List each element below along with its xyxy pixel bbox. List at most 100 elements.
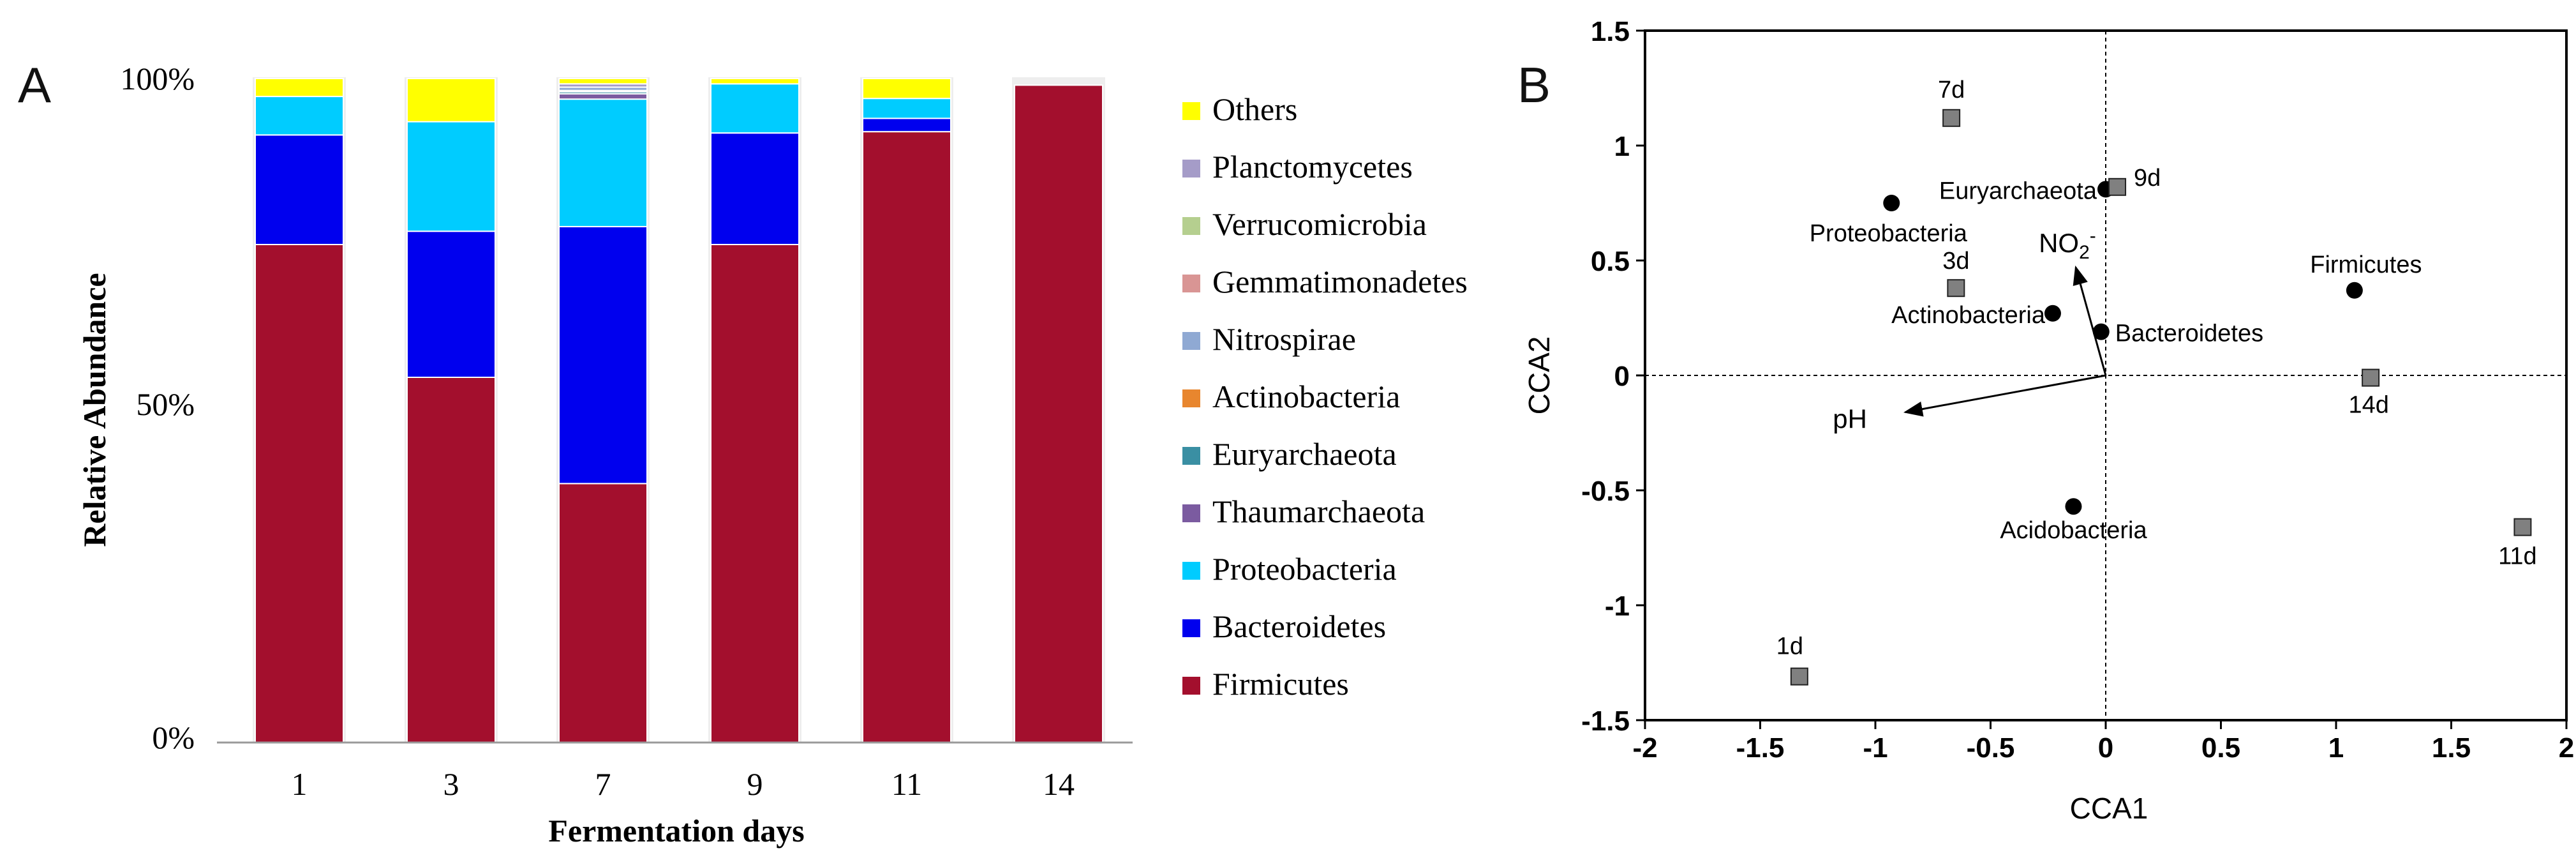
x-tick-label-b: 1 [2328,732,2344,764]
legend-swatch-thaumarchaeota [1182,504,1200,522]
species-point-firmicutes [2346,282,2363,299]
bar-segment-bacteroidetes-3 [406,230,496,379]
panel-a-letter: A [18,57,51,113]
y-tick-label-50: 50% [136,386,195,422]
sample-point-7d [1942,109,1961,127]
legend-label-actinobacteria: Actinobacteria [1212,379,1400,414]
y-tick-labels-a: 0% 50% 100% [120,61,195,755]
x-tick-labels-a: 1 3 7 9 11 14 [292,766,1075,802]
legend-label-euryarchaeota: Euryarchaeota [1212,436,1397,472]
species-label-proteobacteria: Proteobacteria [1810,220,1968,247]
bar-segment-bacteroidetes-1 [255,134,344,245]
bar-segment-proteobacteria-11 [862,98,951,119]
y-tick-label-b: 0.5 [1591,246,1630,277]
legend-label-gemmatimonadetes: Gemmatimonadetes [1212,264,1468,299]
bar-segment-firmicutes-1 [255,244,344,743]
y-tick-label-0: 0% [152,720,195,755]
legend-swatch-actinobacteria [1182,389,1200,407]
species-label-actinobacteria: Actinobacteria [1891,302,2046,329]
panel-a: A Relative Abundance 0% 50% 100% 1 3 7 9 11 1… [18,57,1468,849]
bar-segment-others-11 [862,78,951,100]
x-tick-label-b: -1 [1863,732,1887,764]
bar-segment-bacteroidetes-11 [862,117,951,133]
y-tick-label-b: -1.5 [1581,705,1630,737]
legend-swatch-gemmatimonadetes [1182,275,1200,292]
x-tick-label-b: -0.5 [1967,732,2015,764]
bar-segment-others-3 [406,78,496,123]
x-tick-label-7: 7 [595,766,611,802]
legend-label-firmicutes: Firmicutes [1212,666,1349,702]
x-tick-label-11: 11 [891,766,922,802]
species-label-euryarchaeota: Euryarchaeota [1939,177,2097,204]
vector-arrow-ph [1903,374,2106,417]
sample-label-9d: 9d [2134,165,2161,192]
x-tick-label-b: 0 [2098,732,2113,764]
sample-label-14d: 14d [2348,392,2388,419]
panel-b: B -2 -1.5 -1 -0.5 0 0.5 1 1.5 2-1.5-1-0.500.511.… [1517,16,2574,825]
bar-segment-others-9 [710,78,800,85]
species-label-firmicutes: Firmicutes [2310,252,2422,278]
y-tick-label-100: 100% [120,61,195,96]
legend-swatch-bacteroidetes [1182,619,1200,637]
legend-label-proteobacteria: Proteobacteria [1212,551,1397,587]
y-tick-label-b: 0 [1614,361,1630,392]
sample-point-11d [2513,518,2532,536]
x-tick-label-b: 0.5 [2201,732,2240,764]
vector-label-ph: pH [1833,404,1867,434]
legend-swatch-euryarchaeota [1182,447,1200,465]
bar-segment-proteobacteria-7 [558,98,648,227]
legend-label-thaumarchaeota: Thaumarchaeota [1212,494,1425,529]
panel-b-letter: B [1517,57,1551,113]
bar-segment-bacteroidetes-7 [558,225,648,485]
species-point-acidobacteria [2065,498,2082,515]
x-tick-label-14: 14 [1043,766,1075,802]
sample-label-7d: 7d [1938,77,1965,103]
vector-label-no2: NO2- [2039,225,2096,263]
x-tick-label-b: -2 [1632,732,1657,764]
x-tick-label-3: 3 [443,766,459,802]
sample-point-3d [1947,279,1965,298]
legend-label-bacteroidetes: Bacteroidetes [1212,608,1386,644]
sample-label-1d: 1d [1776,633,1803,660]
y-tick-label-b: 1 [1614,131,1630,162]
legend-label-others: Others [1212,91,1297,127]
legend-label-verrucomicrobia: Verrucomicrobia [1212,206,1427,242]
legend-swatch-proteobacteria [1182,562,1200,580]
legend-a: Others Planctomycetes Verrucomicrobia Gemma… [1182,91,1468,702]
legend-swatch-verrucomicrobia [1182,217,1200,235]
legend-swatch-nitrospirae [1182,332,1200,350]
y-tick-label-b: -1 [1605,591,1630,622]
legend-label-nitrospirae: Nitrospirae [1212,321,1356,357]
bar-segment-others-7 [558,78,648,85]
scatter-plot-b: -2 -1.5 -1 -0.5 0 0.5 1 1.5 2-1.5-1-0.500.511.5N… [1581,16,2574,764]
legend-swatch-planctomycetes [1182,160,1200,177]
sample-point-1d [1790,667,1808,686]
species-point-actinobacteria [2044,305,2061,322]
y-axis-title-a: Relative Abundance [77,273,112,547]
legend-swatch-others [1182,102,1200,120]
species-label-bacteroidetes: Bacteroidetes [2115,321,2263,347]
bar-segment-proteobacteria-3 [406,121,496,232]
species-point-bacteroidetes [2092,323,2110,340]
bar-segment-firmicutes-14 [1014,84,1103,743]
bar-segment-thaumarchaeota-7 [558,93,648,100]
x-tick-label-9: 9 [747,766,763,802]
y-axis-title-b: CCA2 [1523,336,1556,415]
sample-label-3d: 3d [1942,248,1969,275]
x-tick-label-b: 2 [2559,732,2574,764]
bar-segment-proteobacteria-9 [710,83,800,134]
bar-segment-others-1 [255,78,344,98]
legend-label-planctomycetes: Planctomycetes [1212,149,1413,185]
species-label-acidobacteria: Acidobacteria [2000,517,2147,544]
vector-arrow-no2 [2073,265,2107,376]
bar-segment-firmicutes-7 [558,483,648,744]
bars-a [253,77,1105,744]
sample-label-11d: 11d [2498,543,2537,570]
x-axis-title-b: CCA1 [2070,792,2148,825]
bar-segment-firmicutes-3 [406,377,496,743]
x-tick-label-1: 1 [292,766,308,802]
bar-segment-firmicutes-9 [710,244,800,743]
sample-point-14d [2362,368,2380,387]
bar-segment-firmicutes-11 [862,131,951,743]
